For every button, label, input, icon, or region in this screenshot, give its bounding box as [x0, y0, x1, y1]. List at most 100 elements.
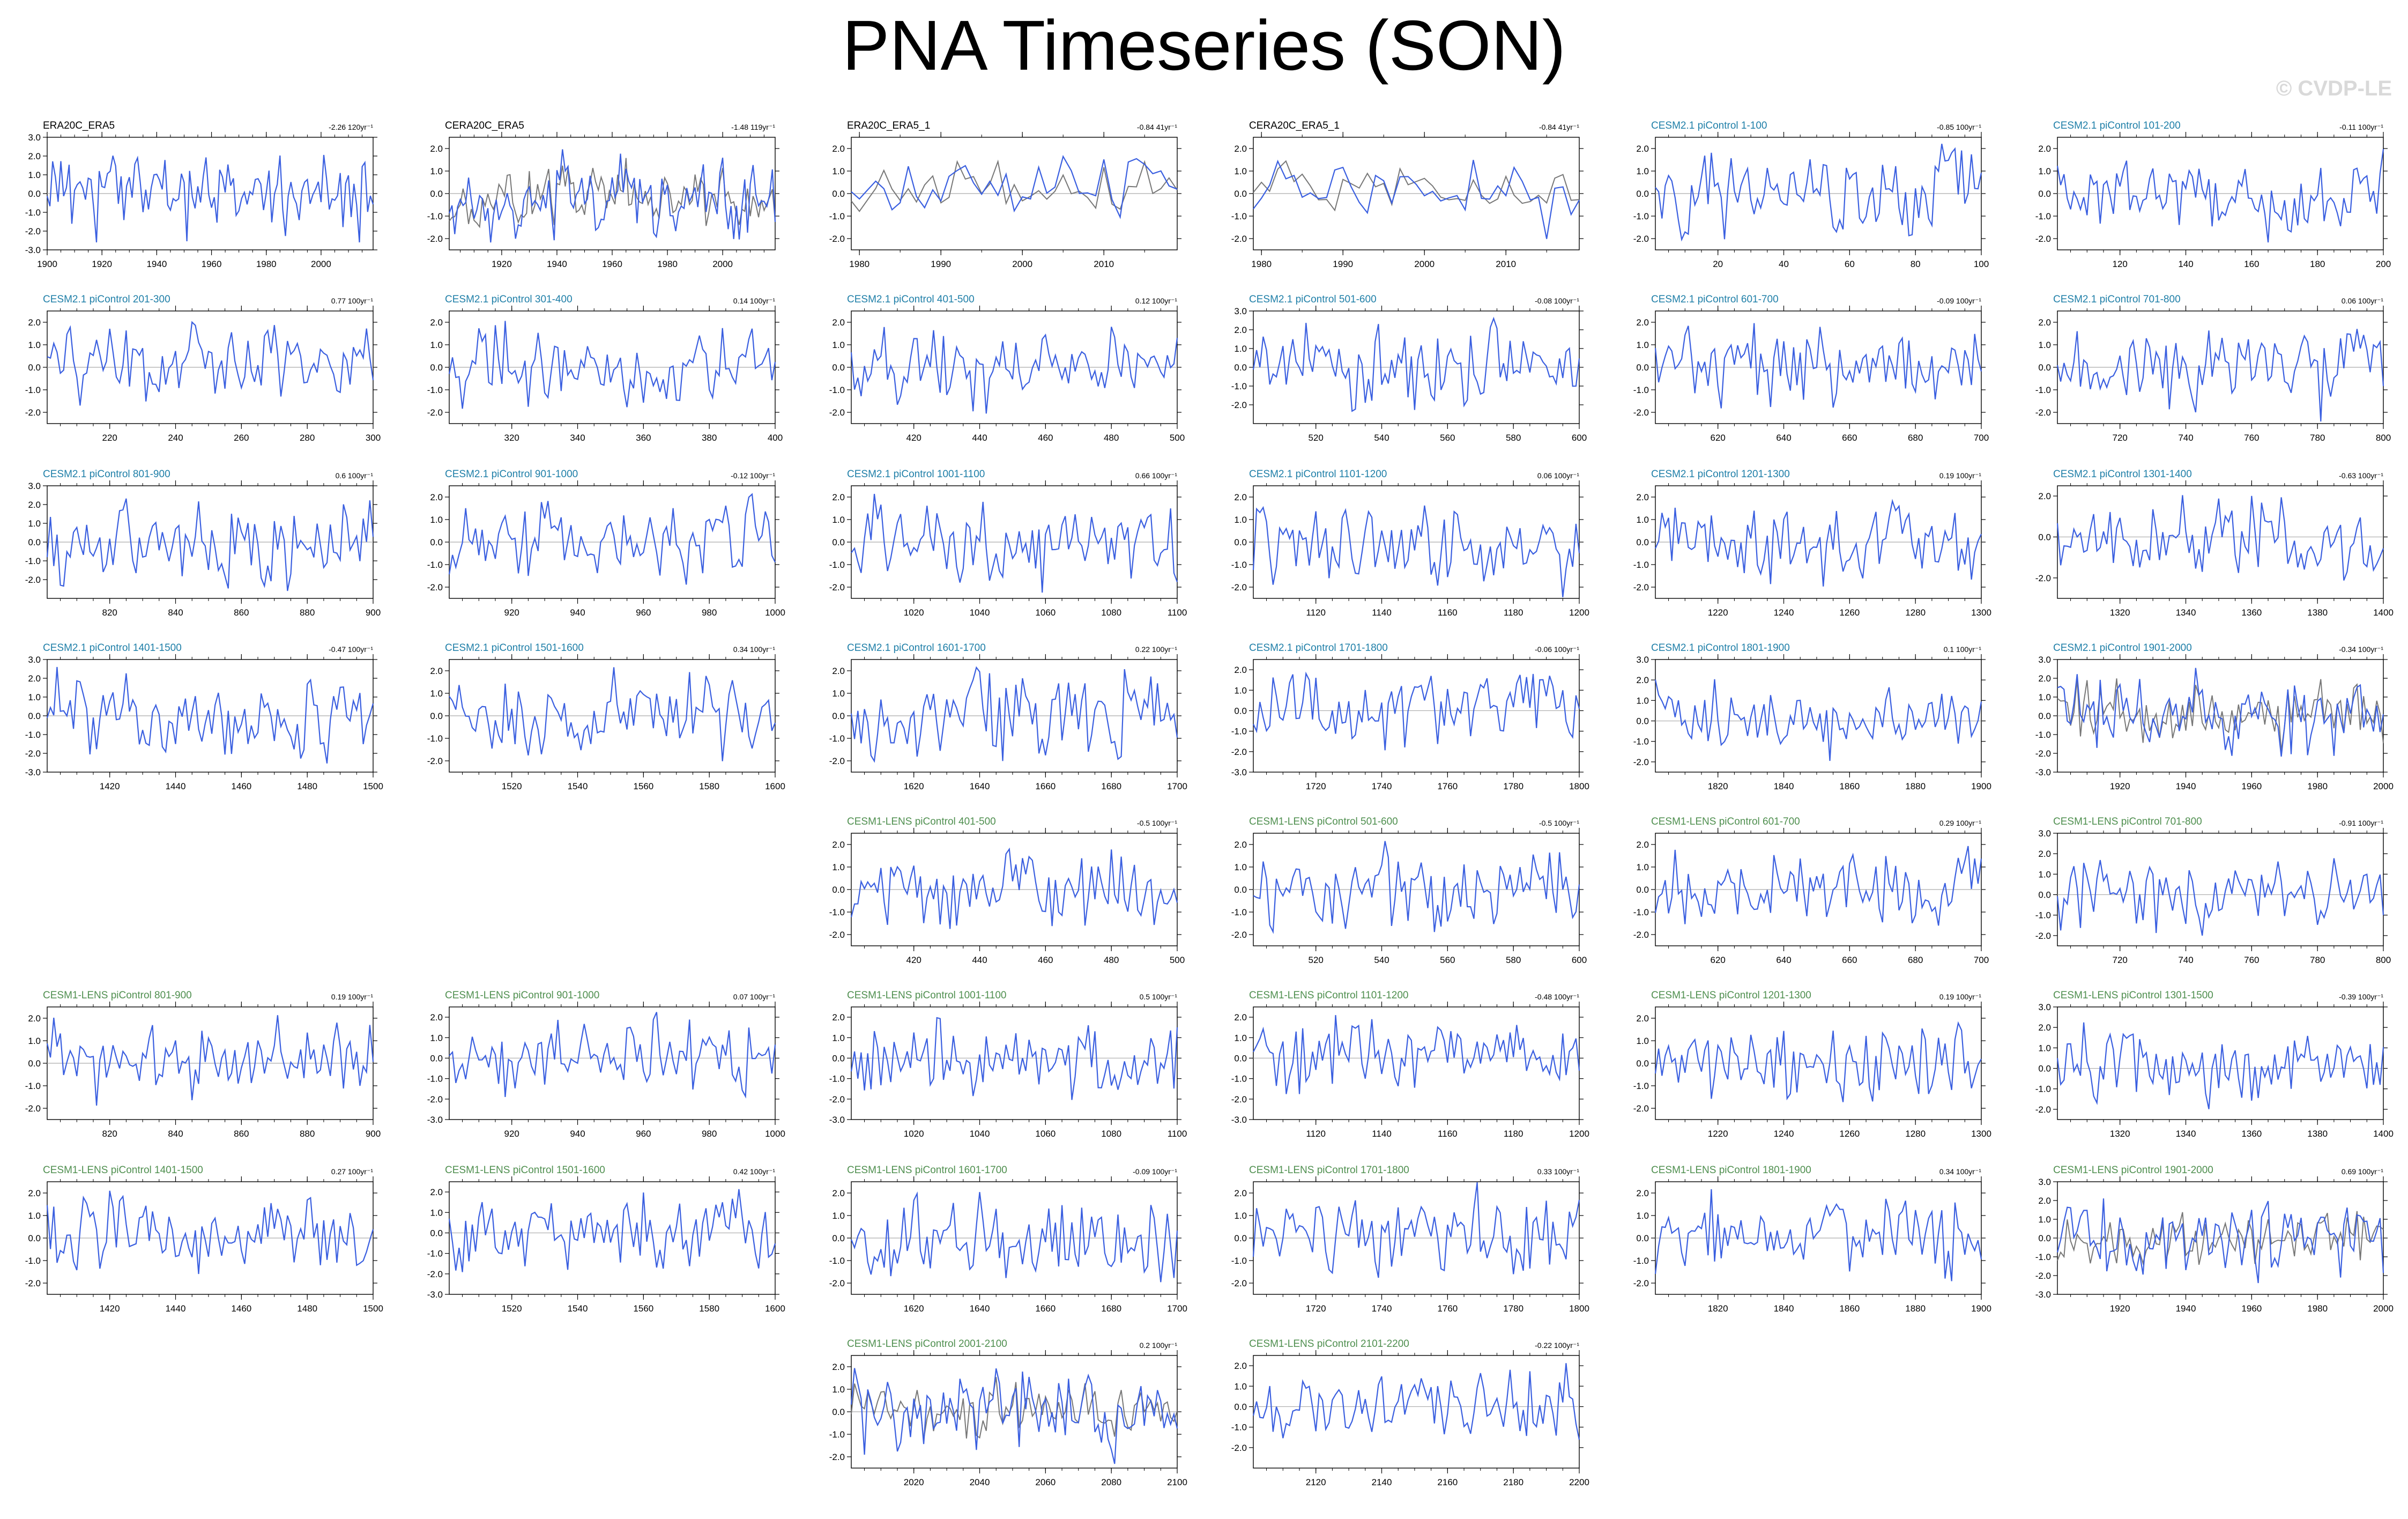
- y-tick-label: 1.0: [1234, 515, 1247, 525]
- x-tick-label: 540: [1374, 433, 1389, 443]
- y-tick-label: 0.0: [2038, 1064, 2051, 1074]
- x-tick-label: 2040: [970, 1477, 990, 1487]
- x-tick-label: 600: [1572, 433, 1587, 443]
- x-tick-label: 1280: [1905, 1129, 1926, 1139]
- plot-frame: [449, 1006, 776, 1120]
- pna-series-line: [850, 666, 1178, 763]
- x-tick-label: 1360: [2241, 1129, 2262, 1139]
- chart-panel: CESM2.1 piControl 1101-1200 0.06 100yr⁻¹ 2…: [1231, 469, 1589, 618]
- y-tick-label: -3.0: [2035, 1290, 2051, 1300]
- y-tick-label: -2.0: [427, 1269, 443, 1279]
- chart-title: CESM2.1 piControl 1901-2000: [2053, 642, 2192, 654]
- x-tick-label: 1080: [1101, 1129, 1121, 1139]
- y-tick-label: -2.0: [427, 234, 443, 244]
- x-tick-label: 1840: [1774, 1303, 1794, 1314]
- y-tick-label: -2.0: [829, 1094, 845, 1105]
- x-tick-label: 1560: [633, 781, 653, 791]
- chart-title: CESM1-LENS piControl 1601-1700: [847, 1165, 1007, 1176]
- x-tick-label: 1740: [1372, 1303, 1392, 1314]
- x-tick-label: 640: [1776, 433, 1791, 443]
- chart-panel: CESM1-LENS piControl 1901-2000 0.69 100yr…: [2035, 1165, 2394, 1314]
- x-tick-label: 1160: [1438, 1129, 1458, 1139]
- x-tick-label: 740: [2178, 433, 2193, 443]
- chart-panel: CESM1-LENS piControl 1001-1100 0.5 100yr⁻…: [829, 990, 1187, 1139]
- y-tick-label: -1.0: [427, 385, 443, 395]
- y-tick-label: -2.0: [829, 407, 845, 418]
- y-tick-label: 0.0: [28, 1233, 41, 1243]
- y-tick-label: -1.0: [1231, 211, 1247, 221]
- y-tick-label: -1.0: [2035, 1252, 2051, 1262]
- pna-series-line: [2056, 329, 2384, 422]
- x-tick-label: 840: [168, 1129, 183, 1139]
- y-tick-label: 0.0: [28, 189, 41, 199]
- y-tick-label: 1.0: [28, 1036, 41, 1046]
- y-tick-label: -2.0: [1633, 757, 1649, 767]
- x-tick-label: 1940: [146, 259, 167, 269]
- y-tick-label: 0.0: [28, 537, 41, 547]
- x-tick-label: 1320: [2110, 607, 2130, 618]
- trend-label: -0.34 100yr⁻¹: [2339, 645, 2383, 654]
- pna-series-line: [1654, 499, 1982, 587]
- pna-series-line: [851, 154, 1178, 219]
- y-tick-label: -1.0: [25, 730, 41, 740]
- trend-label: 0.29 100yr⁻¹: [1939, 819, 1982, 827]
- y-tick-label: -1.0: [829, 1429, 845, 1440]
- chart-title: CESM1-LENS piControl 1701-1800: [1249, 1165, 1409, 1176]
- y-tick-label: 2.0: [430, 1187, 443, 1197]
- y-tick-label: 1.0: [28, 692, 41, 702]
- x-tick-label: 2060: [1035, 1477, 1056, 1487]
- trend-label: 0.66 100yr⁻¹: [1135, 471, 1178, 480]
- x-tick-label: 1540: [568, 781, 588, 791]
- plot-frame: [1253, 1006, 1580, 1120]
- x-tick-label: 2010: [1496, 259, 1516, 269]
- chart-title: CESM2.1 piControl 1301-1400: [2053, 469, 2192, 480]
- y-tick-label: 0.0: [1234, 1233, 1247, 1243]
- y-tick-label: -2.0: [2035, 931, 2051, 941]
- y-tick-label: -1.0: [1633, 1081, 1649, 1091]
- x-tick-label: 1600: [765, 781, 785, 791]
- y-tick-label: 0.0: [2038, 1233, 2051, 1243]
- pna-series-line: [46, 1190, 374, 1275]
- chart-panel: CESM2.1 piControl 1501-1600 0.34 100yr⁻¹ 2…: [427, 642, 785, 791]
- y-tick-label: -2.0: [829, 756, 845, 766]
- pna-series-line: [1654, 1189, 1982, 1281]
- x-tick-label: 320: [504, 433, 519, 443]
- y-tick-label: 1.0: [2038, 1043, 2051, 1053]
- y-tick-label: 2.0: [1234, 144, 1247, 154]
- chart-title: CESM2.1 piControl 1101-1200: [1249, 469, 1387, 480]
- y-tick-label: 1.0: [1636, 1211, 1649, 1221]
- trend-label: -0.5 100yr⁻¹: [1539, 819, 1579, 827]
- obs-series-line: [851, 159, 1178, 212]
- chart-panel: CESM2.1 piControl 1901-2000 -0.34 100yr⁻¹…: [2035, 642, 2394, 791]
- trend-label: -0.09 100yr⁻¹: [1133, 1167, 1177, 1176]
- y-tick-label: -2.0: [1633, 1278, 1649, 1288]
- y-tick-label: 2.0: [2038, 673, 2051, 684]
- x-tick-label: 1740: [1372, 781, 1392, 791]
- x-tick-label: 1680: [1101, 781, 1121, 791]
- y-tick-label: 1.0: [2038, 166, 2051, 176]
- x-tick-label: 1520: [502, 1303, 522, 1314]
- chart-title: CESM2.1 piControl 1801-1900: [1651, 642, 1790, 654]
- chart-title: CESM1-LENS piControl 401-500: [847, 816, 996, 827]
- y-tick-label: 2.0: [1234, 492, 1247, 502]
- y-tick-label: 0.0: [1234, 1053, 1247, 1063]
- x-tick-label: 2000: [1414, 259, 1435, 269]
- x-tick-label: 1440: [166, 1303, 186, 1314]
- y-tick-label: 2.0: [832, 666, 845, 676]
- pna-series-line: [1252, 316, 1580, 412]
- y-tick-label: 1.0: [430, 166, 443, 176]
- y-tick-label: -2.0: [25, 1103, 41, 1114]
- chart-panel: CESM1-LENS piControl 1401-1500 0.27 100yr…: [25, 1165, 383, 1314]
- chart-panel: CESM1-LENS piControl 1201-1300 0.19 100yr…: [1633, 990, 1991, 1139]
- y-tick-label: 0.0: [2038, 711, 2051, 721]
- pna-series-line: [1252, 505, 1580, 597]
- chart-panel: CESM2.1 piControl 1301-1400 -0.63 100yr⁻¹…: [2035, 469, 2394, 618]
- x-tick-label: 620: [1710, 955, 1725, 965]
- x-tick-label: 1140: [1372, 1129, 1392, 1139]
- x-tick-label: 1220: [1708, 1129, 1728, 1139]
- watermark: © CVDP-LE: [2276, 77, 2392, 100]
- y-tick-label: 3.0: [2038, 1177, 2051, 1187]
- chart-title: CERA20C_ERA5_1: [1249, 120, 1340, 131]
- chart-panel: CESM2.1 piControl 101-200 -0.11 100yr⁻¹ 2.…: [2035, 120, 2391, 269]
- x-tick-label: 1320: [2110, 1129, 2130, 1139]
